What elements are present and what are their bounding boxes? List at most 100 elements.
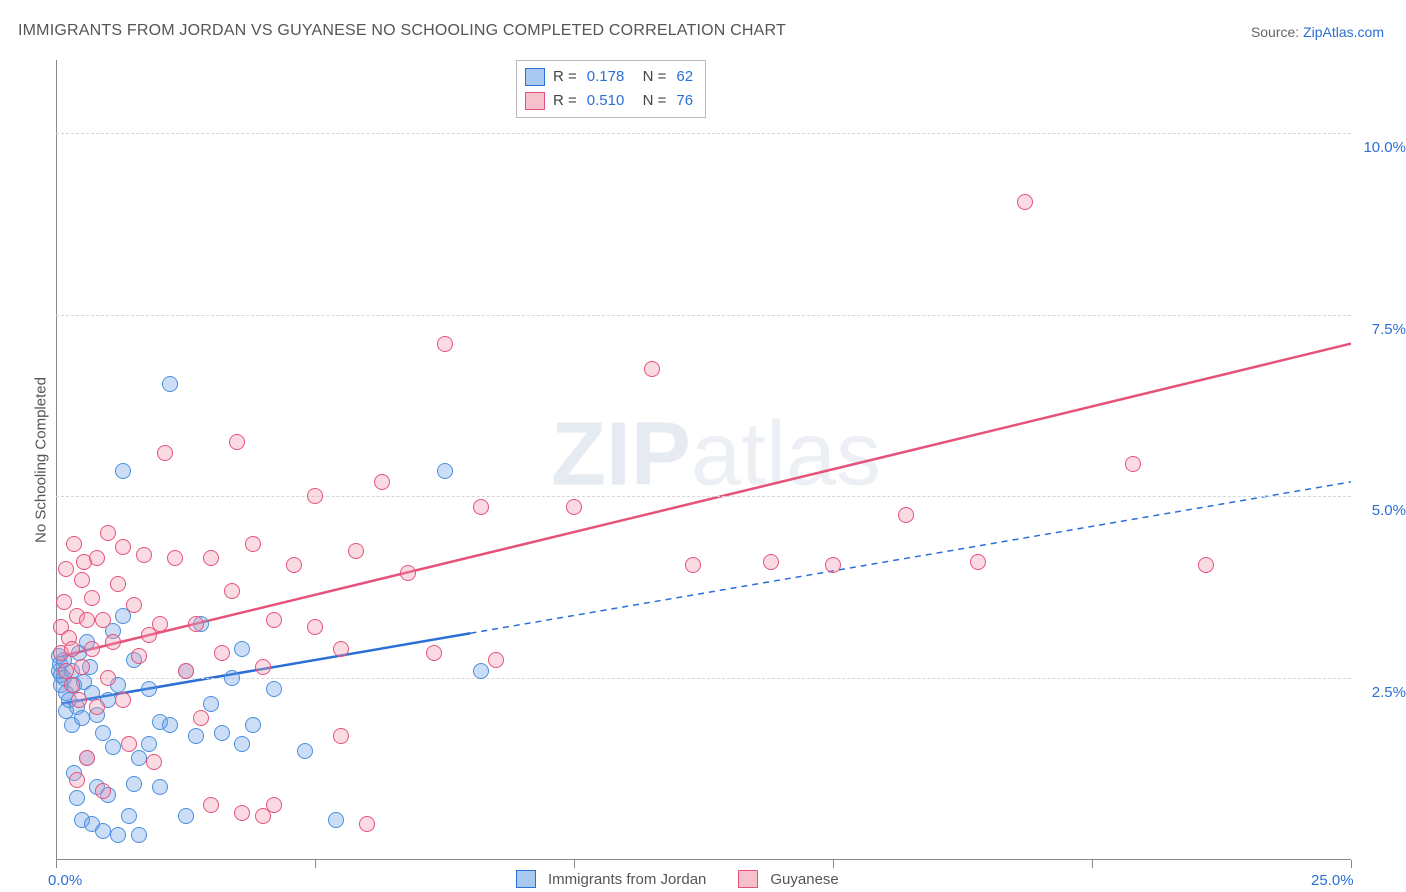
x-axis <box>56 859 1351 860</box>
scatter-point <box>69 772 85 788</box>
scatter-point <box>245 536 261 552</box>
source-label: Source: ZipAtlas.com <box>1251 24 1384 40</box>
scatter-point <box>157 445 173 461</box>
scatter-point <box>203 797 219 813</box>
scatter-point <box>100 525 116 541</box>
scatter-point <box>255 659 271 675</box>
scatter-point <box>188 728 204 744</box>
scatter-point <box>167 550 183 566</box>
scatter-point <box>115 692 131 708</box>
scatter-point <box>1125 456 1141 472</box>
y-tick-label: 5.0% <box>1346 502 1406 519</box>
scatter-point <box>126 776 142 792</box>
y-tick-label: 7.5% <box>1346 321 1406 338</box>
scatter-point <box>307 619 323 635</box>
scatter-point <box>84 590 100 606</box>
scatter-point <box>126 597 142 613</box>
legend-stat-row: R = 0.178 N = 62 <box>525 65 697 89</box>
scatter-point <box>644 361 660 377</box>
scatter-point <box>64 677 80 693</box>
scatter-point <box>214 725 230 741</box>
scatter-point <box>437 336 453 352</box>
scatter-point <box>152 616 168 632</box>
scatter-point <box>188 616 204 632</box>
scatter-point <box>763 554 779 570</box>
source-link[interactable]: ZipAtlas.com <box>1303 24 1384 40</box>
scatter-point <box>1017 194 1033 210</box>
scatter-point <box>685 557 701 573</box>
scatter-point <box>234 641 250 657</box>
scatter-point <box>131 648 147 664</box>
scatter-point <box>359 816 375 832</box>
scatter-point <box>224 670 240 686</box>
scatter-point <box>473 663 489 679</box>
x-tick <box>1351 860 1352 868</box>
scatter-point <box>162 717 178 733</box>
x-tick-label: 0.0% <box>48 872 82 889</box>
gridline <box>56 678 1351 679</box>
scatter-point <box>333 728 349 744</box>
scatter-point <box>328 812 344 828</box>
scatter-point <box>71 692 87 708</box>
x-tick <box>574 860 575 868</box>
y-tick-label: 10.0% <box>1346 139 1406 156</box>
scatter-point <box>69 790 85 806</box>
y-axis-label: No Schooling Completed <box>33 377 50 543</box>
gridline <box>56 315 1351 316</box>
scatter-point <box>105 739 121 755</box>
scatter-point <box>56 594 72 610</box>
scatter-point <box>203 696 219 712</box>
scatter-point <box>58 561 74 577</box>
scatter-point <box>566 499 582 515</box>
scatter-point <box>348 543 364 559</box>
scatter-point <box>95 823 111 839</box>
scatter-point <box>110 827 126 843</box>
scatter-point <box>141 736 157 752</box>
y-axis <box>56 60 57 860</box>
legend-swatch <box>516 870 536 888</box>
scatter-point <box>297 743 313 759</box>
legend-swatch <box>738 870 758 888</box>
legend-stat-row: R = 0.510 N = 76 <box>525 89 697 113</box>
scatter-point <box>152 779 168 795</box>
legend-bottom: Immigrants from Jordan Guyanese <box>516 870 861 888</box>
plot-region: ZIPatlas 2.5%5.0%7.5%10.0%0.0%25.0% <box>56 60 1376 860</box>
scatter-point <box>74 710 90 726</box>
legend-n-label: N = <box>634 89 666 113</box>
legend-swatch <box>525 68 545 86</box>
legend-r-value: 0.510 <box>587 89 625 113</box>
scatter-point <box>110 576 126 592</box>
watermark: ZIPatlas <box>551 403 881 506</box>
scatter-point <box>333 641 349 657</box>
y-tick-label: 2.5% <box>1346 684 1406 701</box>
legend-series-label: Guyanese <box>770 871 838 888</box>
x-tick <box>833 860 834 868</box>
scatter-point <box>234 805 250 821</box>
scatter-point <box>488 652 504 668</box>
scatter-point <box>121 736 137 752</box>
scatter-point <box>473 499 489 515</box>
scatter-point <box>266 681 282 697</box>
scatter-point <box>84 641 100 657</box>
x-tick-label: 25.0% <box>1311 872 1354 889</box>
legend-n-value: 62 <box>676 65 693 89</box>
scatter-point <box>79 612 95 628</box>
gridline <box>56 496 1351 497</box>
scatter-point <box>100 670 116 686</box>
scatter-point <box>89 550 105 566</box>
scatter-point <box>193 710 209 726</box>
x-tick <box>56 860 57 868</box>
legend-swatch <box>525 92 545 110</box>
scatter-point <box>64 641 80 657</box>
scatter-point <box>105 634 121 650</box>
scatter-point <box>162 376 178 392</box>
scatter-point <box>400 565 416 581</box>
scatter-point <box>266 612 282 628</box>
legend-series-label: Immigrants from Jordan <box>548 871 706 888</box>
scatter-point <box>74 572 90 588</box>
scatter-point <box>79 750 95 766</box>
legend-stats: R = 0.178 N = 62R = 0.510 N = 76 <box>516 60 706 118</box>
source-prefix: Source: <box>1251 24 1303 40</box>
scatter-point <box>374 474 390 490</box>
legend-r-label: R = <box>553 65 577 89</box>
